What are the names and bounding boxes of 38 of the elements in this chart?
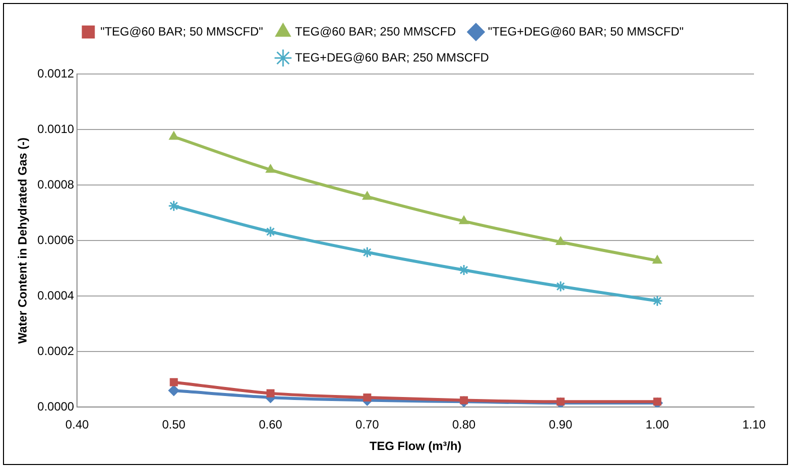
point — [266, 389, 275, 398]
y-tick-label: 0.0002 — [37, 344, 74, 358]
legend-label: "TEG+DEG@60 BAR; 50 MMSCFD" — [488, 24, 684, 38]
point — [460, 396, 468, 404]
y-tick-label: 0.0012 — [37, 66, 74, 80]
x-tick-label: 0.80 — [452, 418, 476, 432]
point — [361, 246, 373, 258]
y-tick-label: 0.0004 — [37, 288, 74, 302]
legend-label: TEG@60 BAR; 250 MMSCFD — [295, 24, 456, 38]
x-tick-label: 0.50 — [162, 418, 186, 432]
point — [459, 216, 469, 224]
point — [362, 191, 372, 200]
y-tick-label: 0.0000 — [37, 400, 74, 414]
y-axis-title: Water Content in Dehydrated Gas (-) — [16, 137, 30, 344]
point — [554, 280, 566, 292]
y-tick-label: 0.0008 — [37, 177, 74, 192]
legend-label: TEG+DEG@60 BAR; 250 MMSCFD — [295, 50, 490, 64]
point — [264, 226, 276, 238]
point — [652, 295, 664, 307]
point — [168, 385, 180, 396]
point — [170, 378, 178, 386]
point — [363, 393, 372, 402]
x-tick-label: 0.40 — [65, 418, 90, 432]
x-tick-label: 0.60 — [258, 418, 283, 432]
point — [168, 200, 180, 212]
x-tick-label: 0.90 — [548, 418, 573, 432]
point — [266, 164, 276, 173]
x-tick-label: 1.10 — [742, 418, 766, 432]
y-tick-label: 0.0006 — [37, 232, 74, 247]
point — [652, 255, 662, 264]
y-tick-label: 0.0010 — [37, 122, 74, 136]
x-tick-label: 0.70 — [356, 418, 380, 432]
legend-label: "TEG@60 BAR; 50 MMSCFD" — [100, 24, 264, 38]
point — [168, 131, 179, 140]
point — [458, 264, 470, 276]
point — [556, 236, 566, 245]
x-tick-label: 1.00 — [646, 418, 670, 432]
x-axis-title: TEG Flow (m³/h) — [370, 439, 462, 454]
